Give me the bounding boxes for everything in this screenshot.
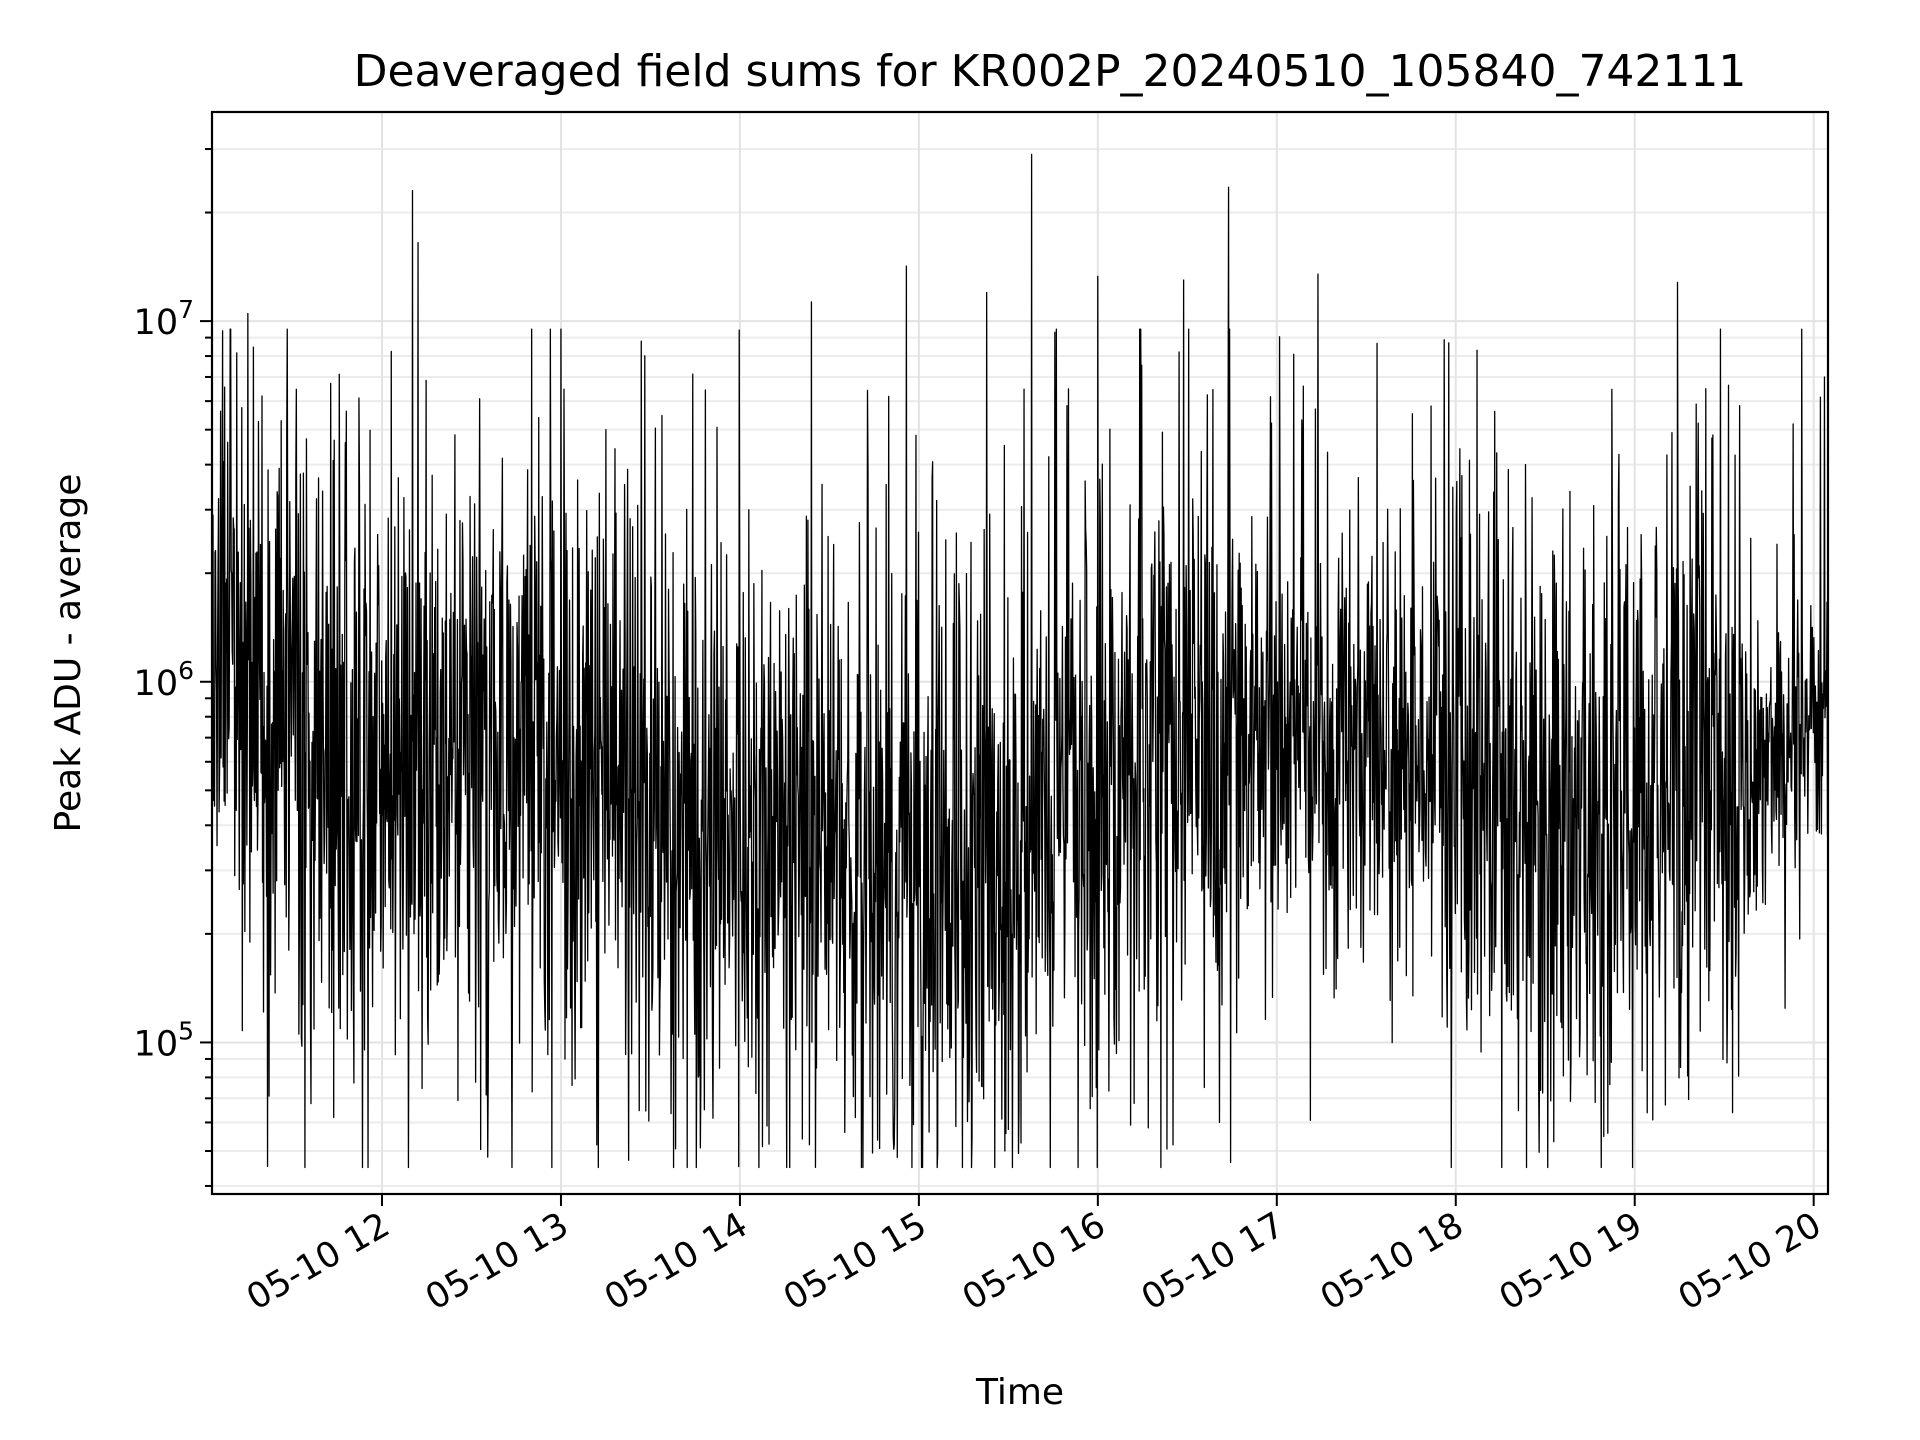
x-tick-label: 05-10 12 bbox=[240, 1205, 396, 1318]
x-tick-label: 05-10 19 bbox=[1493, 1205, 1649, 1318]
y-tick-label: 107 bbox=[134, 295, 194, 343]
chart-title: Deaveraged field sums for KR002P_2024051… bbox=[354, 46, 1747, 97]
x-tick-label: 05-10 16 bbox=[956, 1205, 1112, 1318]
x-axis-label: Time bbox=[975, 1372, 1064, 1413]
y-tick-label: 105 bbox=[134, 1016, 194, 1064]
x-tick-label: 05-10 14 bbox=[598, 1205, 754, 1318]
x-axis: 05-10 12 05-10 13 05-10 14 05-10 15 05-10 16… bbox=[240, 1194, 1828, 1318]
y-tick-label: 106 bbox=[134, 656, 194, 704]
series-line bbox=[211, 153, 1829, 1169]
y-axis: 105 106 107 bbox=[134, 148, 212, 1187]
x-tick-label: 05-10 13 bbox=[419, 1205, 575, 1318]
x-tick-label: 05-10 17 bbox=[1135, 1205, 1291, 1318]
plot-area bbox=[211, 153, 1829, 1169]
x-tick-label: 05-10 15 bbox=[777, 1205, 933, 1318]
y-axis-label: Peak ADU - average bbox=[48, 474, 89, 833]
plot-frame bbox=[210, 110, 1830, 1196]
x-tick-label: 05-10 20 bbox=[1672, 1205, 1828, 1318]
x-tick-label: 05-10 18 bbox=[1314, 1205, 1470, 1318]
